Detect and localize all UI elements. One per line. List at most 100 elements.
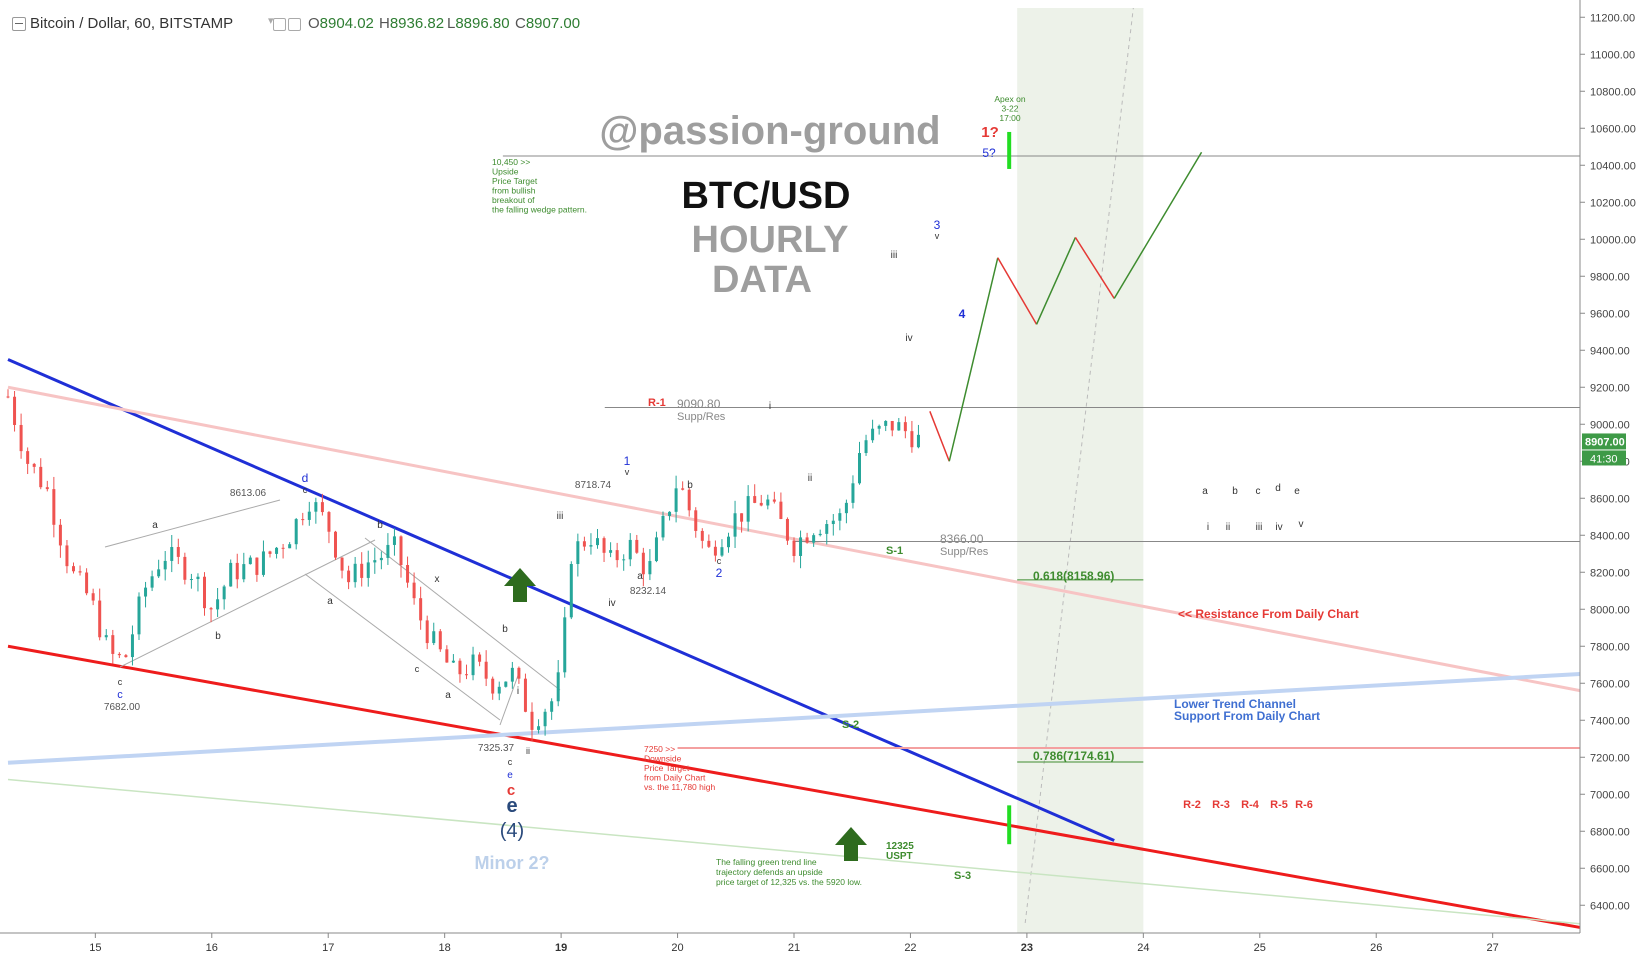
candle-body — [890, 420, 894, 431]
x-tick-label: 20 — [671, 942, 683, 954]
candle-body — [602, 538, 606, 553]
candle — [19, 413, 23, 459]
candle — [13, 391, 17, 432]
candle-body — [569, 564, 573, 618]
x-tick-label: 25 — [1254, 942, 1266, 954]
ohlc-close: C8907.00 — [515, 15, 581, 32]
candle — [45, 480, 49, 492]
candle — [877, 424, 881, 435]
downside-note: Downside — [644, 754, 682, 764]
y-tick-label: 10000.00 — [1590, 234, 1636, 246]
y-tick-label: 10400.00 — [1590, 160, 1636, 172]
candle — [65, 540, 69, 574]
candle-body — [13, 396, 17, 425]
candle — [674, 475, 678, 523]
x-tick-label: 27 — [1487, 942, 1499, 954]
candle-body — [478, 654, 482, 662]
wave-iv: iv — [905, 333, 912, 344]
candle-body — [366, 562, 370, 578]
candle-body — [19, 424, 23, 452]
candle — [576, 533, 580, 577]
candle-body — [235, 562, 239, 580]
y-tick-label: 9800.00 — [1590, 271, 1630, 283]
candle — [98, 588, 102, 641]
abcde-label: e — [1294, 486, 1300, 497]
candle — [78, 565, 82, 576]
candle — [373, 547, 377, 574]
y-tick-label: 10600.00 — [1590, 123, 1636, 135]
candle — [229, 559, 233, 587]
candle — [622, 554, 626, 571]
candle-body — [844, 502, 848, 514]
collapse-icon[interactable] — [12, 17, 26, 31]
candle — [445, 645, 449, 663]
candle-body — [111, 635, 115, 654]
candle — [635, 534, 639, 554]
wave-c-label: c — [507, 782, 515, 799]
candle-body — [157, 569, 161, 577]
candle-body — [327, 512, 331, 532]
candle-body — [65, 545, 69, 567]
upside-note: Upside — [492, 167, 519, 177]
price-8232: 8232.14 — [630, 586, 667, 597]
candle-body — [281, 547, 285, 549]
candle — [438, 629, 442, 652]
candle — [871, 419, 875, 443]
candle — [858, 441, 861, 485]
candle-body — [550, 701, 554, 712]
candle — [340, 557, 344, 579]
candle — [661, 511, 665, 541]
candle — [248, 555, 252, 565]
roman-label: v — [1299, 519, 1304, 530]
candle-body — [340, 557, 344, 571]
visibility-icon[interactable] — [273, 18, 286, 31]
candle-body — [674, 488, 678, 512]
candle — [183, 552, 187, 585]
wave-channel-line — [364, 537, 561, 691]
candle — [301, 512, 305, 526]
candle-body — [85, 572, 89, 594]
wave-3-label: 3 — [934, 218, 941, 232]
candle-body — [740, 513, 744, 522]
candle — [746, 485, 750, 532]
candle-body — [432, 631, 436, 644]
symbol-title[interactable]: Bitcoin / Dollar, 60, BITSTAMP — [30, 15, 234, 32]
wave-c-left: c — [118, 677, 123, 687]
price-8613: 8613.06 — [230, 488, 267, 499]
candle-body — [556, 672, 560, 702]
candle-body — [275, 547, 279, 554]
candle-body — [72, 566, 75, 572]
watermark: @passion-ground — [599, 109, 940, 153]
candle — [537, 719, 541, 734]
y-tick-label: 8600.00 — [1590, 493, 1630, 505]
candle — [163, 551, 167, 581]
candle — [740, 513, 744, 533]
wave-b-low: b — [502, 624, 508, 635]
roman-label: ii — [1226, 522, 1230, 533]
wave-channel-line — [499, 669, 521, 726]
candle — [111, 629, 115, 664]
candle-body — [32, 463, 36, 467]
apex-zone — [1017, 8, 1144, 933]
wave-channel-line — [119, 539, 376, 668]
candle-body — [668, 511, 672, 516]
y-tick-label: 9400.00 — [1590, 345, 1630, 357]
lower-channel-label-2: Support From Daily Chart — [1174, 709, 1320, 723]
candle — [825, 519, 829, 545]
candle — [484, 650, 488, 687]
abcde-label: a — [1202, 486, 1208, 497]
candle-body — [45, 487, 49, 490]
candle-body — [209, 608, 213, 610]
settings-icon[interactable] — [288, 18, 301, 31]
candle — [334, 530, 337, 561]
y-tick-label: 9600.00 — [1590, 308, 1630, 320]
wave-ii-low: ii — [526, 746, 530, 756]
x-tick-label: 17 — [322, 942, 334, 954]
r1-value: 9090.80 — [677, 397, 721, 411]
candle — [602, 536, 606, 562]
candle-body — [248, 557, 252, 565]
projected-wave-segment — [1035, 237, 1077, 325]
candle — [386, 533, 390, 565]
chevron-down-icon[interactable]: ▾ — [268, 15, 274, 27]
